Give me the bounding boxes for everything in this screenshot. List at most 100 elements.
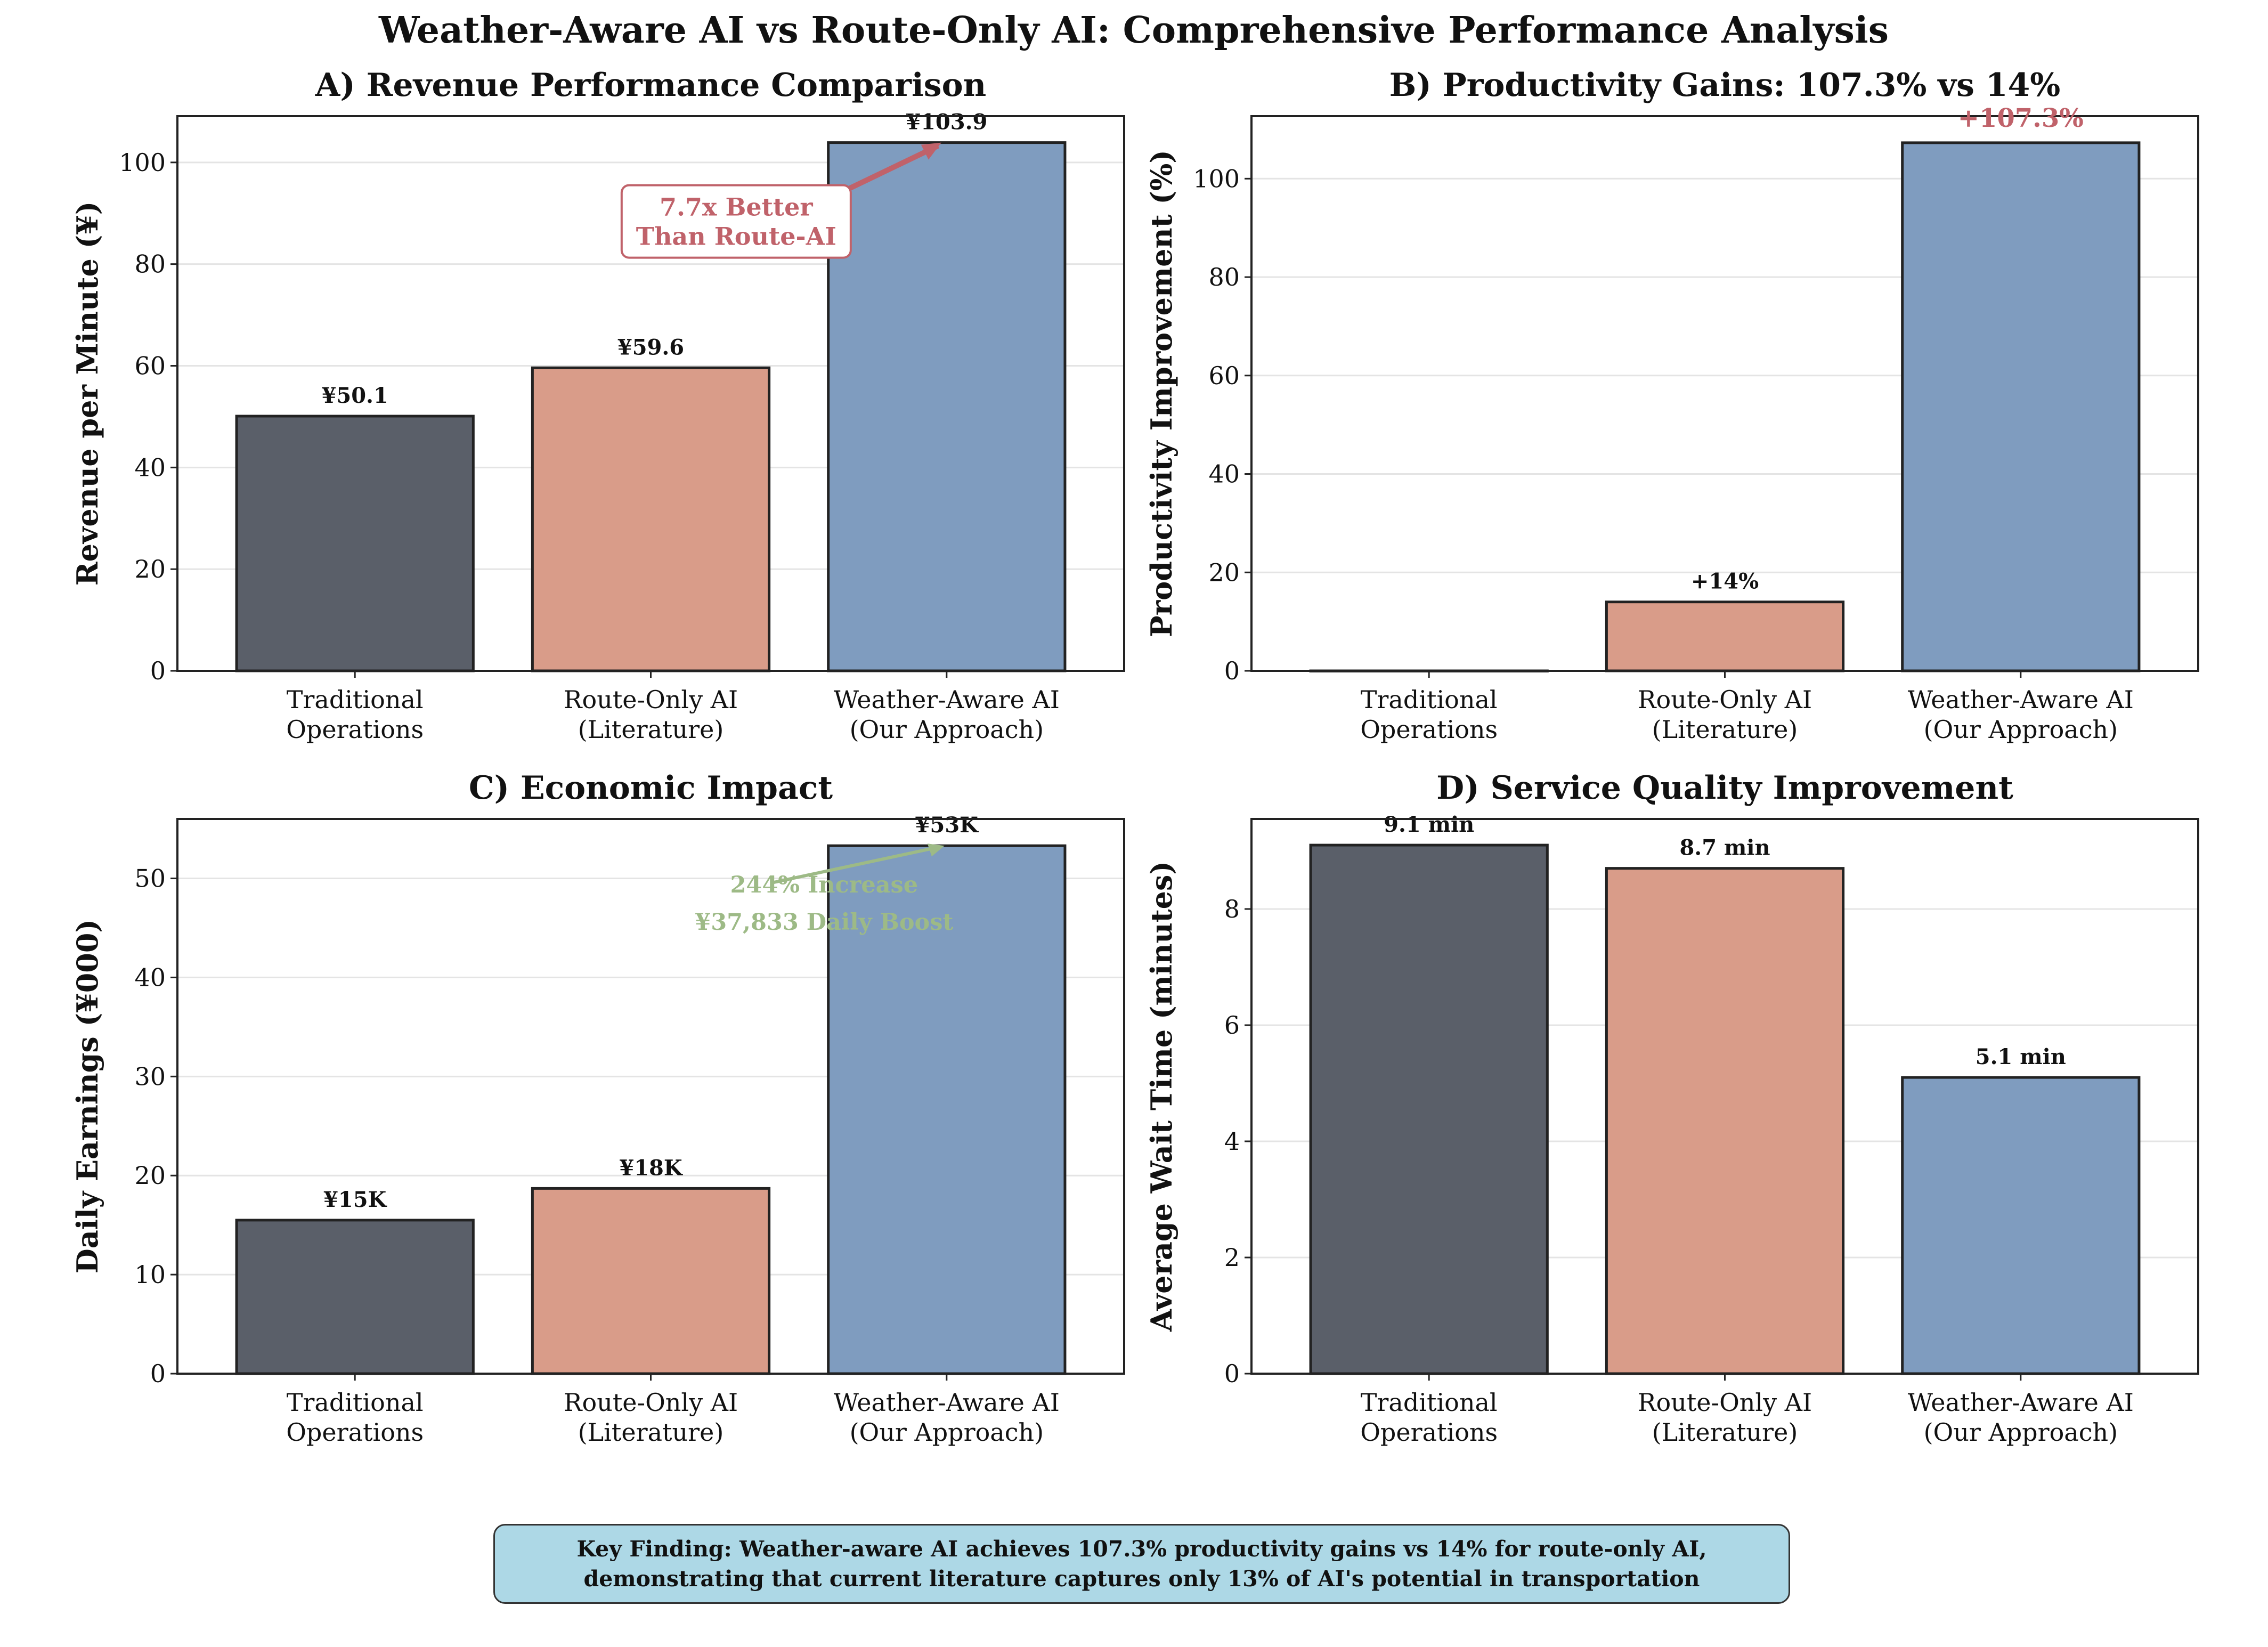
chart-panels: A) Revenue Performance Comparison0204060… [70,67,2199,1447]
x-tick-label: Route-Only AI [1638,1388,1812,1417]
bar [1309,843,1549,1375]
bar-value-label: 9.1 min [1384,812,1474,837]
x-tick-label: Traditional [1361,1388,1498,1417]
x-tick-label: (Literature) [578,715,724,744]
bar [827,844,1067,1375]
bar [531,1187,771,1375]
bar [1605,867,1845,1375]
y-axis-label: Productivity Improvement (%) [1144,150,1178,637]
key-finding-line-1: Key Finding: Weather-aware AI achieves 1… [576,1536,1707,1562]
x-tick-label: Operations [286,1418,424,1447]
bar-value-label: ¥103.9 [906,110,987,135]
y-tick-label: 6 [1224,1011,1240,1040]
x-tick-label: Route-Only AI [1638,685,1812,714]
bar-value-label: ¥18K [619,1155,682,1180]
annotation-text: ¥37,833 Daily Boost [695,909,953,936]
y-axis-label: Average Wait Time (minutes) [1144,861,1178,1332]
annotation-arrowhead [927,843,945,857]
y-tick-label: 80 [134,250,166,279]
x-tick-label: (Our Approach) [850,715,1044,744]
y-tick-label: 40 [134,453,166,482]
bar-value-label: 8.7 min [1679,835,1770,861]
y-axis-label: Daily Earnings (¥000) [70,919,104,1273]
bar-value-label: ¥59.6 [617,335,684,360]
x-tick-label: Route-Only AI [564,1388,738,1417]
y-tick-label: 8 [1224,895,1240,923]
x-tick-label: Traditional [287,685,424,714]
annotation-box [620,184,852,259]
y-tick-label: 0 [150,1359,166,1388]
bar-value-label: ¥53K [915,813,979,838]
y-tick-label: 0 [1224,656,1240,685]
figure-title: Weather-Aware AI vs Route-Only AI: Compr… [378,9,1889,52]
y-tick-label: 20 [1208,558,1240,587]
x-tick-label: Operations [286,715,424,744]
key-finding-box: Key Finding: Weather-aware AI achieves 1… [493,1524,1790,1604]
bar-value-label: ¥50.1 [322,383,388,408]
chart-panel-b: B) Productivity Gains: 107.3% vs 14% 0 20 4… [1144,67,2199,744]
x-tick-label: (Our Approach) [1924,715,2118,744]
bar [531,366,771,672]
annotation-arrow [770,845,941,885]
annotation-arrowhead [921,142,941,160]
x-tick-label: (Our Approach) [1924,1418,2118,1447]
y-tick-label: 2 [1224,1243,1240,1272]
chart-panel-c: C) Economic Impact 0 10 20 30 40 50 ¥15K ¥18K ¥53… [70,769,1125,1447]
chart-panel-a: A) Revenue Performance Comparison 0 20 40 60… [70,67,1125,744]
panel-title: C) Economic Impact [469,769,833,807]
bar-value-label: ¥15K [323,1187,387,1212]
bar [1901,1076,2141,1375]
x-tick-label: Operations [1360,715,1498,744]
chart-panel-d: D) Service Quality Improvement 0 2 4 6 8 9.1 m… [1144,769,2199,1447]
x-tick-label: Weather-Aware AI [834,685,1060,714]
y-tick-label: 100 [119,148,166,177]
panel-title: A) Revenue Performance Comparison [315,67,986,104]
y-tick-label: 20 [134,1161,166,1190]
x-tick-label: (Literature) [578,1418,724,1447]
x-tick-label: Route-Only AI [564,685,738,714]
y-tick-label: 50 [134,864,166,893]
y-tick-label: 20 [134,555,166,583]
bar [1605,601,1845,672]
y-tick-label: 40 [1208,460,1240,489]
key-finding-line-2: demonstrating that current literature ca… [583,1566,1700,1592]
y-tick-label: 30 [134,1062,166,1091]
annotation-text: 7.7x Better [660,193,813,222]
x-tick-label: Weather-Aware AI [1908,685,2134,714]
y-axis-label: Revenue per Minute (¥) [70,201,104,586]
y-tick-label: 0 [1224,1359,1240,1388]
x-tick-label: Traditional [1361,685,1498,714]
y-tick-label: 0 [150,656,166,685]
x-tick-label: (Literature) [1652,1418,1798,1447]
y-tick-label: 10 [134,1260,166,1289]
x-tick-label: (Literature) [1652,715,1798,744]
annotation-text: 244% Increase [730,872,918,898]
bar-value-label: +14% [1691,569,1759,594]
axes-frame [176,818,1125,1375]
axes-frame [1250,115,2199,672]
panel-title: D) Service Quality Improvement [1436,769,2013,807]
annotation-text: +107.3% [1958,103,2084,133]
panel-title: B) Productivity Gains: 107.3% vs 14% [1389,67,2061,104]
y-tick-label: 4 [1224,1127,1240,1156]
y-tick-label: 80 [1208,263,1240,291]
x-tick-label: (Our Approach) [850,1418,1044,1447]
y-tick-label: 60 [134,351,166,380]
y-tick-label: 60 [1208,361,1240,390]
bar-value-label: 5.1 min [1976,1044,2066,1069]
annotation-arrow [841,143,939,194]
y-tick-label: 100 [1193,164,1240,193]
x-tick-label: Weather-Aware AI [834,1388,1060,1417]
x-tick-label: Operations [1360,1418,1498,1447]
axes-frame [176,115,1125,672]
x-tick-label: Traditional [287,1388,424,1417]
bar [235,1219,475,1375]
annotation-text: Than Route-AI [636,222,836,251]
bar [827,141,1067,672]
y-tick-label: 40 [134,963,166,992]
bar [235,415,475,672]
axes-frame [1250,818,2199,1375]
bar [1901,141,2141,672]
x-tick-label: Weather-Aware AI [1908,1388,2134,1417]
